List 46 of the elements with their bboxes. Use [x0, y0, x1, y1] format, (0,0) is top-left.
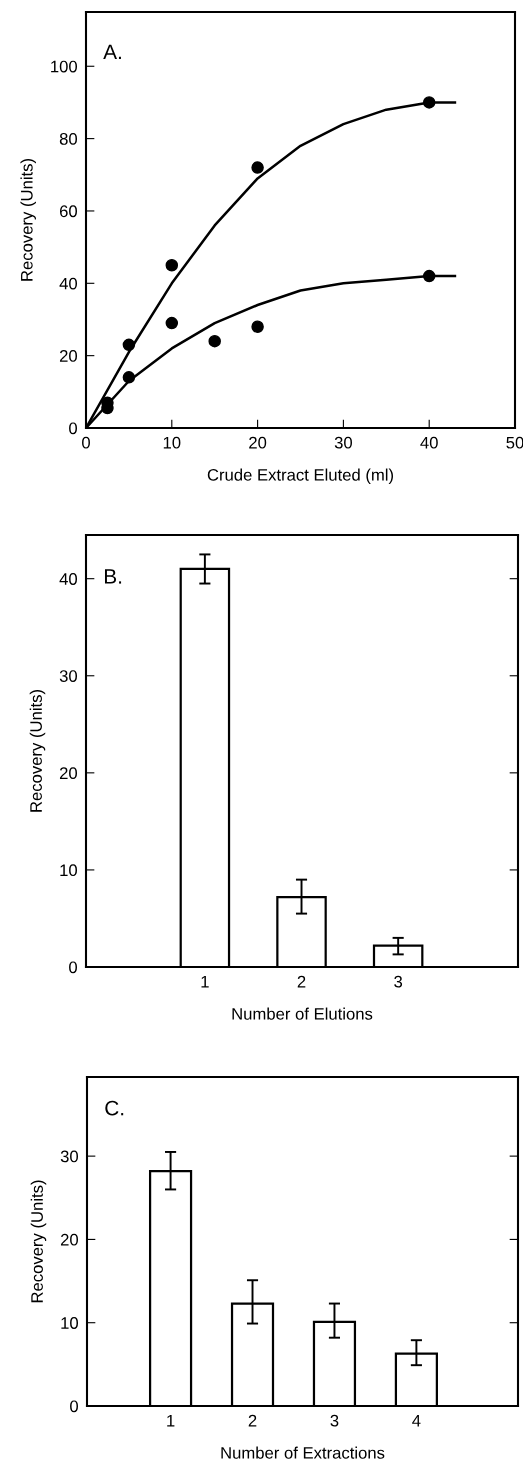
x-tick-label: 1 [167, 1414, 175, 1427]
x-tick-label: 3 [330, 1414, 339, 1427]
y-tick-label: 0 [69, 422, 78, 435]
point [208, 334, 221, 348]
x-tick-label: 0 [82, 436, 90, 449]
y-tick-label: 40 [59, 573, 78, 585]
x-tick-label: 2 [297, 975, 306, 988]
x-tick-label: 4 [412, 1414, 421, 1427]
y-axis-title: Recovery (Units) [29, 689, 46, 812]
y-axis-title: Recovery (Units) [30, 1180, 47, 1303]
point [165, 316, 179, 330]
x-axis-title: Number of Elutions [232, 1007, 373, 1020]
x-tick-label: 40 [420, 436, 438, 449]
y-tick-label: 0 [69, 961, 78, 974]
x-tick-label: 10 [163, 436, 181, 449]
x-axis-title: Crude Extract Eluted (ml) [207, 468, 394, 485]
point [251, 320, 264, 333]
x-tick-label: 20 [249, 436, 267, 449]
x-tick-label: 1 [201, 975, 209, 988]
y-tick-label: 10 [61, 1317, 79, 1329]
y-tick-label: 60 [59, 205, 78, 218]
annotation: A. [103, 44, 121, 59]
point [165, 258, 179, 272]
point [422, 96, 436, 109]
y-tick-label: 30 [59, 670, 78, 682]
x-axis-title: Number of Extractions [221, 1446, 385, 1459]
x-tick-label: 30 [334, 436, 353, 449]
y-tick-label: 0 [70, 1400, 79, 1413]
y-tick-label: 20 [59, 350, 78, 362]
y-axis-title: Recovery (Units) [20, 158, 36, 281]
annotation: B. [104, 569, 122, 584]
y-tick-label: 30 [60, 1150, 79, 1163]
y-tick-label: 20 [60, 1233, 79, 1246]
y-tick-label: 20 [59, 767, 78, 780]
y-tick-label: 40 [59, 277, 78, 290]
y-tick-label: 80 [59, 133, 78, 145]
point [251, 161, 264, 174]
annotation: C. [105, 1100, 124, 1116]
x-tick-label: 3 [394, 975, 403, 988]
y-tick-label: 100 [51, 60, 78, 73]
point [122, 371, 136, 384]
x-tick-label: 50 [506, 436, 523, 449]
y-tick-label: 10 [60, 864, 78, 877]
point [122, 338, 136, 352]
x-tick-label: 2 [248, 1414, 257, 1427]
point [422, 269, 436, 283]
